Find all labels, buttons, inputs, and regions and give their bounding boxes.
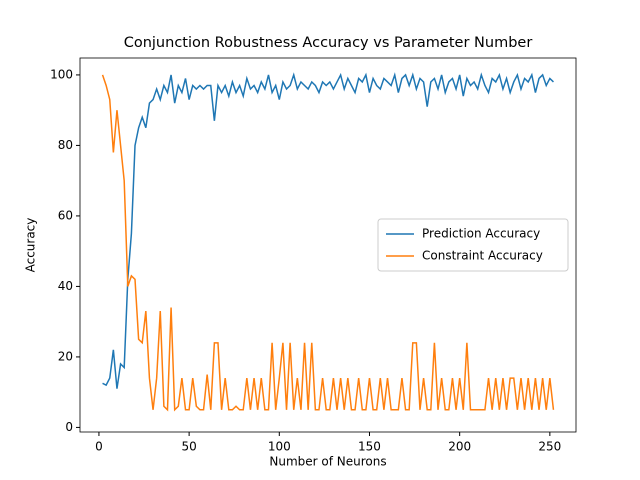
y-tick-label: 60 [58, 208, 73, 222]
x-tick-label: 0 [95, 440, 103, 454]
x-tick-label: 200 [448, 440, 471, 454]
x-tick-label: 250 [538, 440, 561, 454]
y-tick-label: 0 [65, 420, 73, 434]
y-tick-label: 100 [50, 67, 73, 81]
data-line [102, 72, 554, 389]
x-tick-label: 150 [358, 440, 381, 454]
x-tick-label: 50 [181, 440, 196, 454]
y-tick-label: 20 [58, 349, 73, 363]
chart-title: Conjunction Robustness Accuracy vs Param… [124, 35, 533, 51]
legend-label: Constraint Accuracy [422, 249, 543, 263]
y-axis-label: Accuracy [24, 218, 38, 273]
y-tick-label: 40 [58, 279, 73, 293]
legend-box [377, 218, 569, 272]
x-tick-label: 100 [268, 440, 291, 454]
legend-label: Prediction Accuracy [422, 227, 540, 241]
data-line [101, 74, 555, 412]
x-axis-label: Number of Neurons [269, 455, 386, 469]
y-tick-label: 80 [58, 138, 73, 152]
plot-frame [79, 57, 577, 433]
